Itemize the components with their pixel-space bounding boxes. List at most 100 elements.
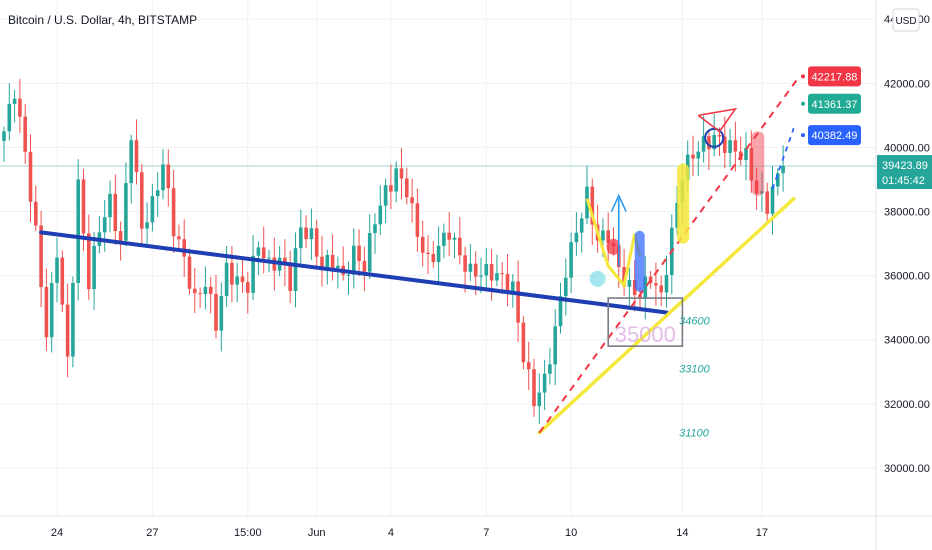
candle-down bbox=[314, 219, 319, 266]
candle-body bbox=[569, 242, 573, 278]
candle-body bbox=[723, 136, 727, 153]
candle-down bbox=[240, 257, 245, 293]
candle-up bbox=[293, 232, 298, 308]
candle-body bbox=[373, 224, 377, 234]
candle-body bbox=[632, 280, 637, 295]
candle-body bbox=[55, 257, 59, 284]
pink-highlight bbox=[751, 131, 765, 196]
candle-down bbox=[23, 103, 27, 165]
candle-body bbox=[320, 256, 324, 269]
x-tick-label: 15:00 bbox=[234, 527, 262, 539]
candle-body bbox=[362, 261, 367, 272]
candle-body bbox=[521, 322, 526, 363]
candle-body bbox=[564, 277, 568, 297]
x-tick-label: 10 bbox=[565, 527, 577, 539]
candle-body bbox=[537, 392, 542, 407]
candle-up bbox=[558, 282, 563, 334]
target-badge-label: 42217.88 bbox=[812, 71, 858, 83]
candle-body bbox=[304, 227, 308, 240]
y-tick-label: 38000.00 bbox=[884, 207, 930, 219]
candle-body bbox=[733, 140, 738, 152]
candle-up bbox=[150, 183, 155, 232]
candle-down bbox=[171, 169, 176, 253]
candle-down bbox=[193, 267, 197, 314]
candle-down bbox=[399, 148, 404, 200]
target-dot bbox=[801, 74, 805, 79]
candle-up bbox=[309, 208, 314, 260]
candle-up bbox=[7, 83, 12, 141]
target-dot bbox=[801, 133, 805, 138]
candle-up bbox=[627, 268, 632, 306]
candle-down bbox=[754, 168, 759, 210]
target-badge bbox=[808, 93, 861, 114]
candle-down bbox=[765, 182, 769, 224]
candle-body bbox=[309, 228, 314, 240]
candle-body bbox=[479, 275, 483, 277]
candle-body bbox=[728, 140, 732, 153]
candle-body bbox=[606, 230, 610, 243]
candle-body bbox=[18, 98, 22, 117]
x-tick-label: Jun bbox=[308, 527, 326, 539]
candle-body bbox=[770, 186, 775, 214]
candle-body bbox=[39, 225, 43, 288]
candle-body bbox=[214, 294, 218, 331]
candle-body bbox=[458, 237, 462, 256]
candle-up bbox=[124, 162, 128, 247]
candle-body bbox=[357, 245, 361, 262]
candle-body bbox=[749, 148, 754, 181]
candle-up bbox=[251, 235, 255, 301]
currency-button-frame bbox=[892, 8, 920, 32]
candle-body bbox=[60, 257, 65, 305]
candle-body bbox=[108, 193, 112, 218]
candle-up bbox=[712, 114, 716, 157]
candle-down bbox=[320, 235, 324, 287]
candle-down bbox=[18, 79, 22, 134]
candle-up bbox=[108, 180, 112, 233]
candle-down bbox=[28, 134, 33, 223]
x-tick-label: 4 bbox=[388, 527, 394, 539]
candle-body bbox=[776, 173, 780, 187]
candle-body bbox=[336, 265, 340, 269]
candle-up bbox=[468, 243, 473, 281]
candle-body bbox=[389, 185, 393, 192]
candle-up bbox=[574, 212, 579, 257]
candle-body bbox=[548, 364, 552, 374]
candle-down bbox=[60, 250, 65, 312]
candle-body bbox=[410, 197, 414, 204]
candle-body bbox=[44, 287, 49, 338]
candle-body bbox=[118, 231, 123, 241]
x-tick-label: 14 bbox=[676, 527, 688, 539]
candle-body bbox=[627, 280, 632, 287]
candle-down bbox=[500, 261, 504, 294]
candle-body bbox=[431, 254, 436, 263]
candle-up bbox=[92, 231, 96, 310]
candle-body bbox=[717, 134, 722, 137]
candle-body bbox=[659, 285, 663, 293]
candle-up bbox=[76, 159, 80, 301]
candle-body bbox=[526, 362, 531, 370]
candle-up bbox=[701, 115, 706, 163]
candle-body bbox=[754, 180, 759, 194]
candle-up bbox=[542, 359, 547, 411]
candle-body bbox=[150, 196, 155, 223]
candle-down bbox=[526, 341, 531, 390]
candle-down bbox=[606, 212, 610, 262]
candle-up bbox=[336, 256, 340, 289]
candle-up bbox=[161, 148, 165, 200]
y-tick-label: 32000.00 bbox=[884, 399, 930, 411]
x-tick-label: 24 bbox=[51, 527, 63, 539]
candle-up bbox=[553, 309, 557, 386]
candle-body bbox=[219, 295, 224, 331]
candle-body bbox=[71, 282, 75, 357]
candle-down bbox=[532, 358, 536, 417]
candle-body bbox=[696, 151, 701, 159]
candle-down bbox=[405, 167, 409, 205]
candle-body bbox=[113, 193, 118, 232]
countdown-label: 01:45:42 bbox=[882, 175, 925, 187]
candle-body bbox=[129, 140, 133, 184]
currency-button[interactable]: USD bbox=[892, 8, 920, 32]
candle-up bbox=[760, 171, 764, 212]
candle-body bbox=[251, 255, 255, 293]
candle-down bbox=[177, 224, 181, 252]
